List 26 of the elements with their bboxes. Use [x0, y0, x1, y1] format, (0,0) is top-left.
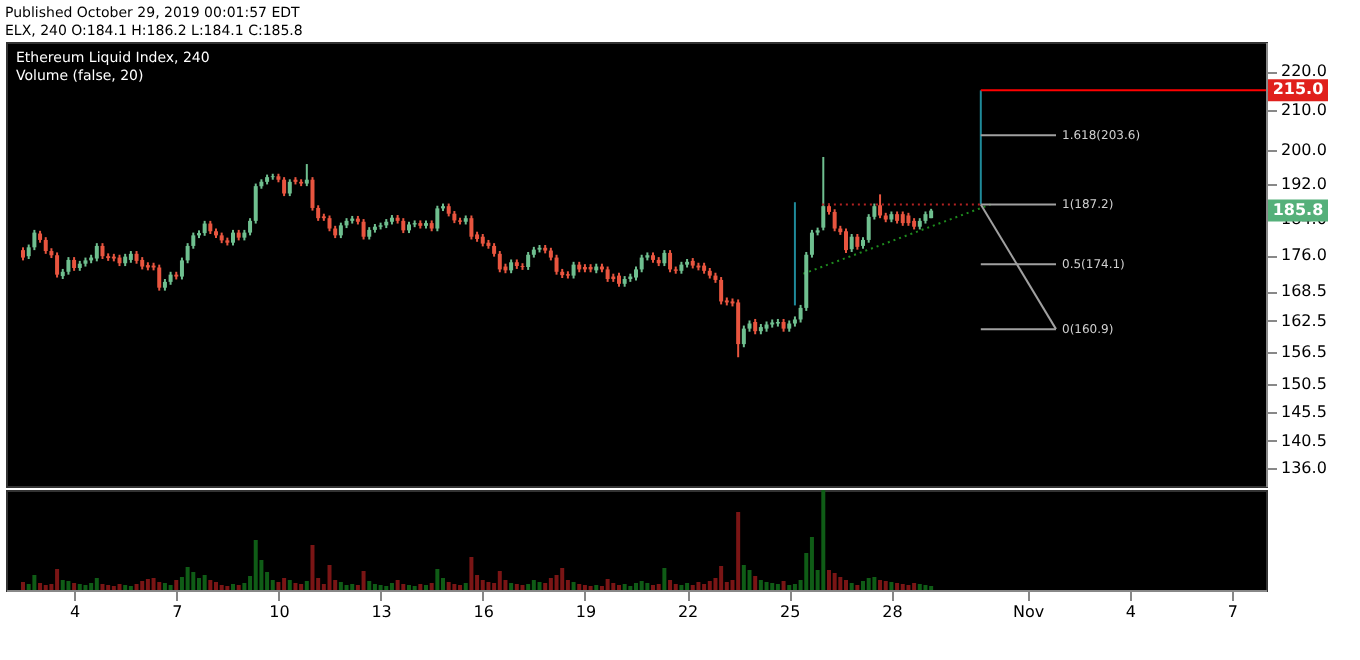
- y-tick-label: 168.5: [1281, 282, 1327, 301]
- x-tick-label: Nov: [1013, 603, 1045, 621]
- x-tick-label: 16: [473, 603, 494, 621]
- y-tick-label: 200.0: [1281, 140, 1327, 159]
- x-tick-label: 22: [677, 603, 699, 621]
- annotation: 215.0: [1272, 80, 1325, 99]
- x-tick-label: 19: [575, 603, 597, 621]
- x-tick-label: 4: [1125, 603, 1136, 621]
- text: 185.8: [1272, 200, 1325, 219]
- x-tick-label: 10: [269, 603, 290, 621]
- y-tick-label: 150.5: [1281, 375, 1327, 394]
- y-tick-label: 162.5: [1281, 311, 1327, 330]
- y-tick-label: 210.0: [1281, 100, 1327, 119]
- y-tick-label: 176.0: [1281, 246, 1327, 265]
- y-tick-label: 145.5: [1281, 403, 1327, 421]
- x-tick-label: 7: [172, 603, 183, 621]
- x-tick-label: 13: [371, 603, 392, 621]
- x-tick-label: 7: [1227, 603, 1239, 621]
- y-tick-label: 140.5: [1281, 431, 1327, 450]
- x-tick-label: 25: [780, 603, 801, 621]
- y-tick-label: 220.0: [1281, 62, 1327, 81]
- y-tick-label: 156.5: [1281, 342, 1327, 361]
- y-tick-label: 136.0: [1281, 458, 1327, 477]
- x-tick-label: 4: [70, 603, 81, 621]
- x-tick-label: 28: [882, 603, 903, 621]
- y-tick-label: 192.0: [1281, 174, 1327, 193]
